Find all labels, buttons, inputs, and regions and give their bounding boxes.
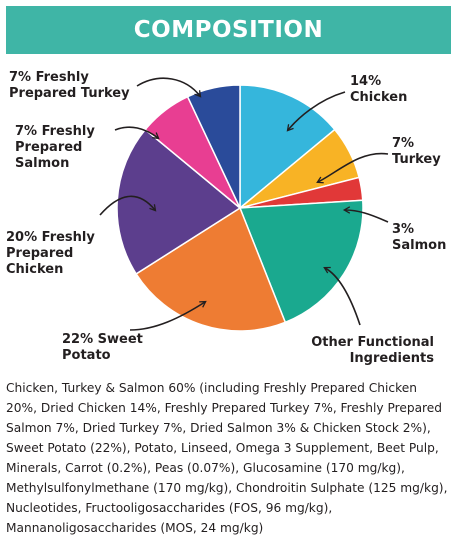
pie-slice-sweet-potato — [135, 206, 287, 332]
label-turkey: 7% Turkey — [392, 136, 441, 167]
pie-slice-chicken — [239, 84, 336, 210]
arrow-salmon — [342, 206, 389, 223]
pie-slice-other-functional-ingredients — [238, 199, 364, 324]
label-chicken: 14% Chicken — [350, 74, 407, 105]
label-salmon: 3% Salmon — [392, 222, 446, 253]
arrow-freshly-prepared-chicken — [99, 195, 157, 216]
label-freshly-prepared-salmon: 7% Freshly Prepared Salmon — [15, 124, 95, 171]
arrow-freshly-prepared-salmon — [114, 126, 160, 140]
arrow-freshly-prepared-turkey — [136, 77, 202, 98]
arrow-turkey — [316, 152, 389, 184]
arrow-sweet-potato — [129, 300, 207, 331]
chart-title: COMPOSITION — [133, 17, 324, 43]
arrow-chicken — [286, 91, 346, 132]
label-sweet-potato: 22% Sweet Potato — [62, 332, 143, 363]
pie-chart: 14% Chicken 7% Turkey 3% Salmon Other Function… — [6, 70, 446, 366]
title-banner: COMPOSITION — [6, 6, 451, 54]
label-freshly-prepared-chicken: 20% Freshly Prepared Chicken — [6, 230, 95, 277]
label-other-functional-ingredients: Other Functional Ingredients — [311, 335, 434, 366]
pie-slice-freshly-prepared-turkey — [186, 84, 241, 209]
label-freshly-prepared-turkey: 7% Freshly Prepared Turkey — [9, 70, 130, 101]
arrow-other-functional-ingredients — [323, 266, 361, 326]
composition-description: Chicken, Turkey & Salmon 60% (including … — [6, 381, 448, 535]
